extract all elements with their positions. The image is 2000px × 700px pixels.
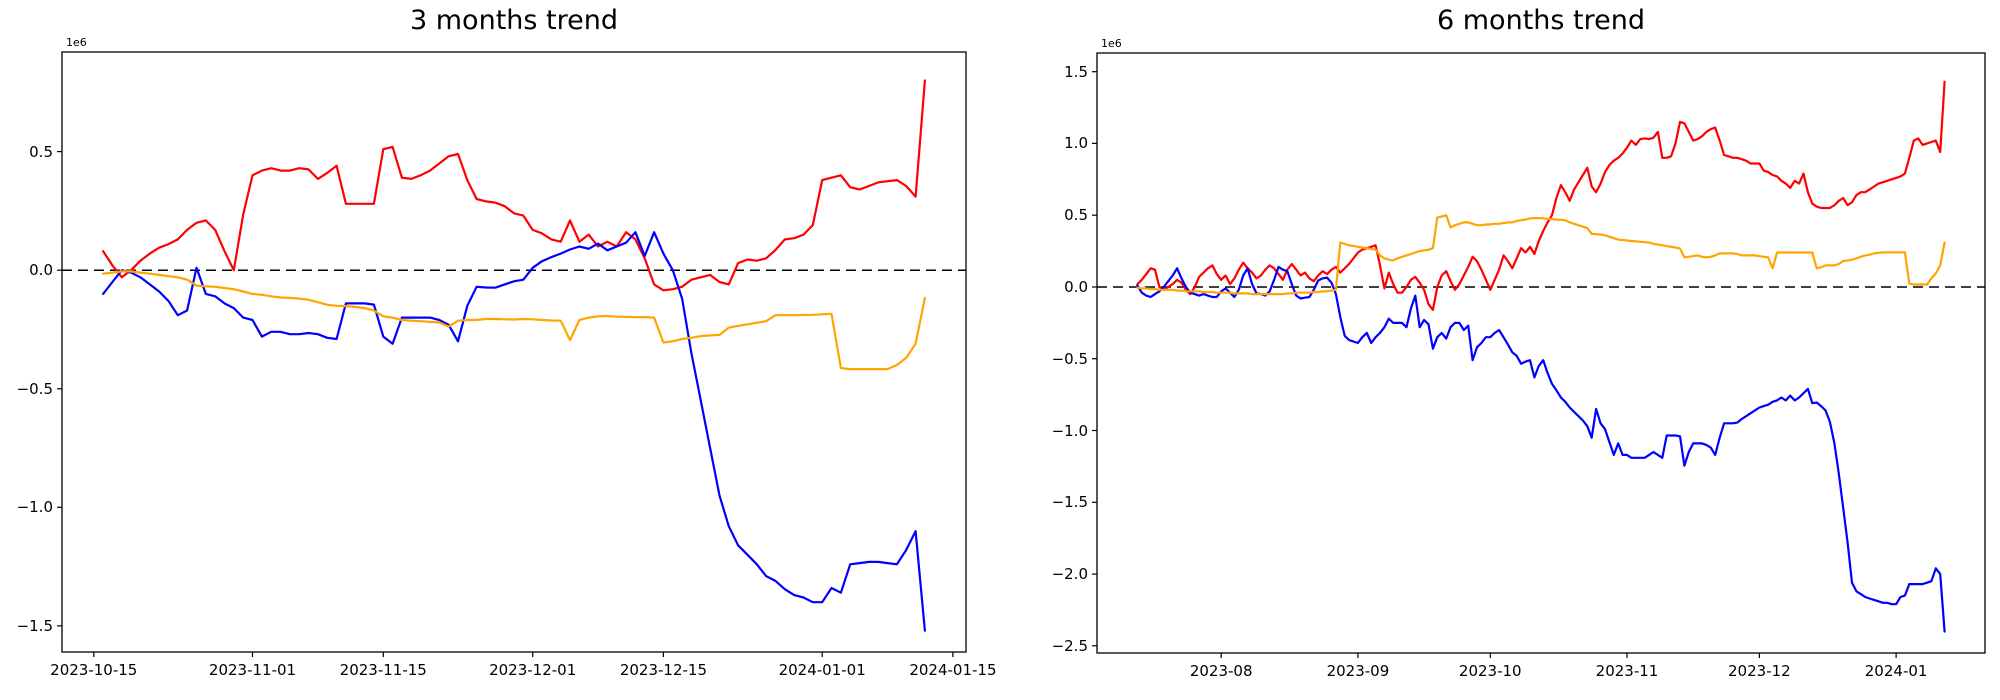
chart-title-6-months: 6 months trend <box>1437 5 1645 36</box>
axis-offset-label-left: 1e6 <box>66 36 87 49</box>
x-tick-label: 2023-12-15 <box>619 661 707 679</box>
axes-spines <box>1096 52 1986 654</box>
x-tick-label: 2023-12-01 <box>489 661 577 679</box>
x-tick-label: 2024-01-01 <box>778 661 866 679</box>
series-red-line <box>1136 80 1946 311</box>
y-tick-label: −1.0 <box>16 498 53 517</box>
y-tick-label: −1.5 <box>1051 493 1088 512</box>
x-tick-label: 2023-10 <box>1458 662 1522 680</box>
x-tick-label: 2023-10-15 <box>50 661 138 679</box>
x-tick-label: 2023-11-01 <box>208 661 297 679</box>
x-tick-label: 2023-12 <box>1728 662 1791 680</box>
x-tick-label: 2024-01-15 <box>909 661 997 679</box>
axes-spines <box>61 51 967 653</box>
axis-offset-label-right: 1e6 <box>1101 37 1122 50</box>
x-tick-label: 2024-01 <box>1864 662 1928 680</box>
y-tick-label: 1.5 <box>1064 62 1088 81</box>
series-red-line <box>101 79 927 292</box>
x-tick-label: 2023-08 <box>1189 662 1253 680</box>
y-tick-label: −0.5 <box>1051 349 1088 368</box>
series-blue-line <box>1136 265 1946 633</box>
y-tick-label: 0.0 <box>29 261 53 280</box>
series-orange-line <box>1136 214 1946 296</box>
y-tick-label: 0.5 <box>29 142 53 161</box>
y-tick-label: −1.5 <box>16 616 53 635</box>
x-tick-label: 2023-09 <box>1326 662 1390 680</box>
y-tick-label: 1.0 <box>1064 134 1088 153</box>
x-tick-label: 2023-11 <box>1595 662 1659 680</box>
y-tick-label: −1.0 <box>1051 421 1088 440</box>
y-tick-label: −2.0 <box>1051 565 1088 584</box>
y-tick-label: −0.5 <box>16 379 53 398</box>
y-tick-label: 0.0 <box>1064 277 1088 296</box>
series-blue-line <box>101 231 927 632</box>
chart-title-3-months: 3 months trend <box>410 5 618 36</box>
y-tick-label: 0.5 <box>1064 206 1088 225</box>
x-tick-label: 2023-11-15 <box>339 661 427 679</box>
y-tick-label: −2.5 <box>1051 636 1088 655</box>
series-orange-line <box>101 270 927 371</box>
